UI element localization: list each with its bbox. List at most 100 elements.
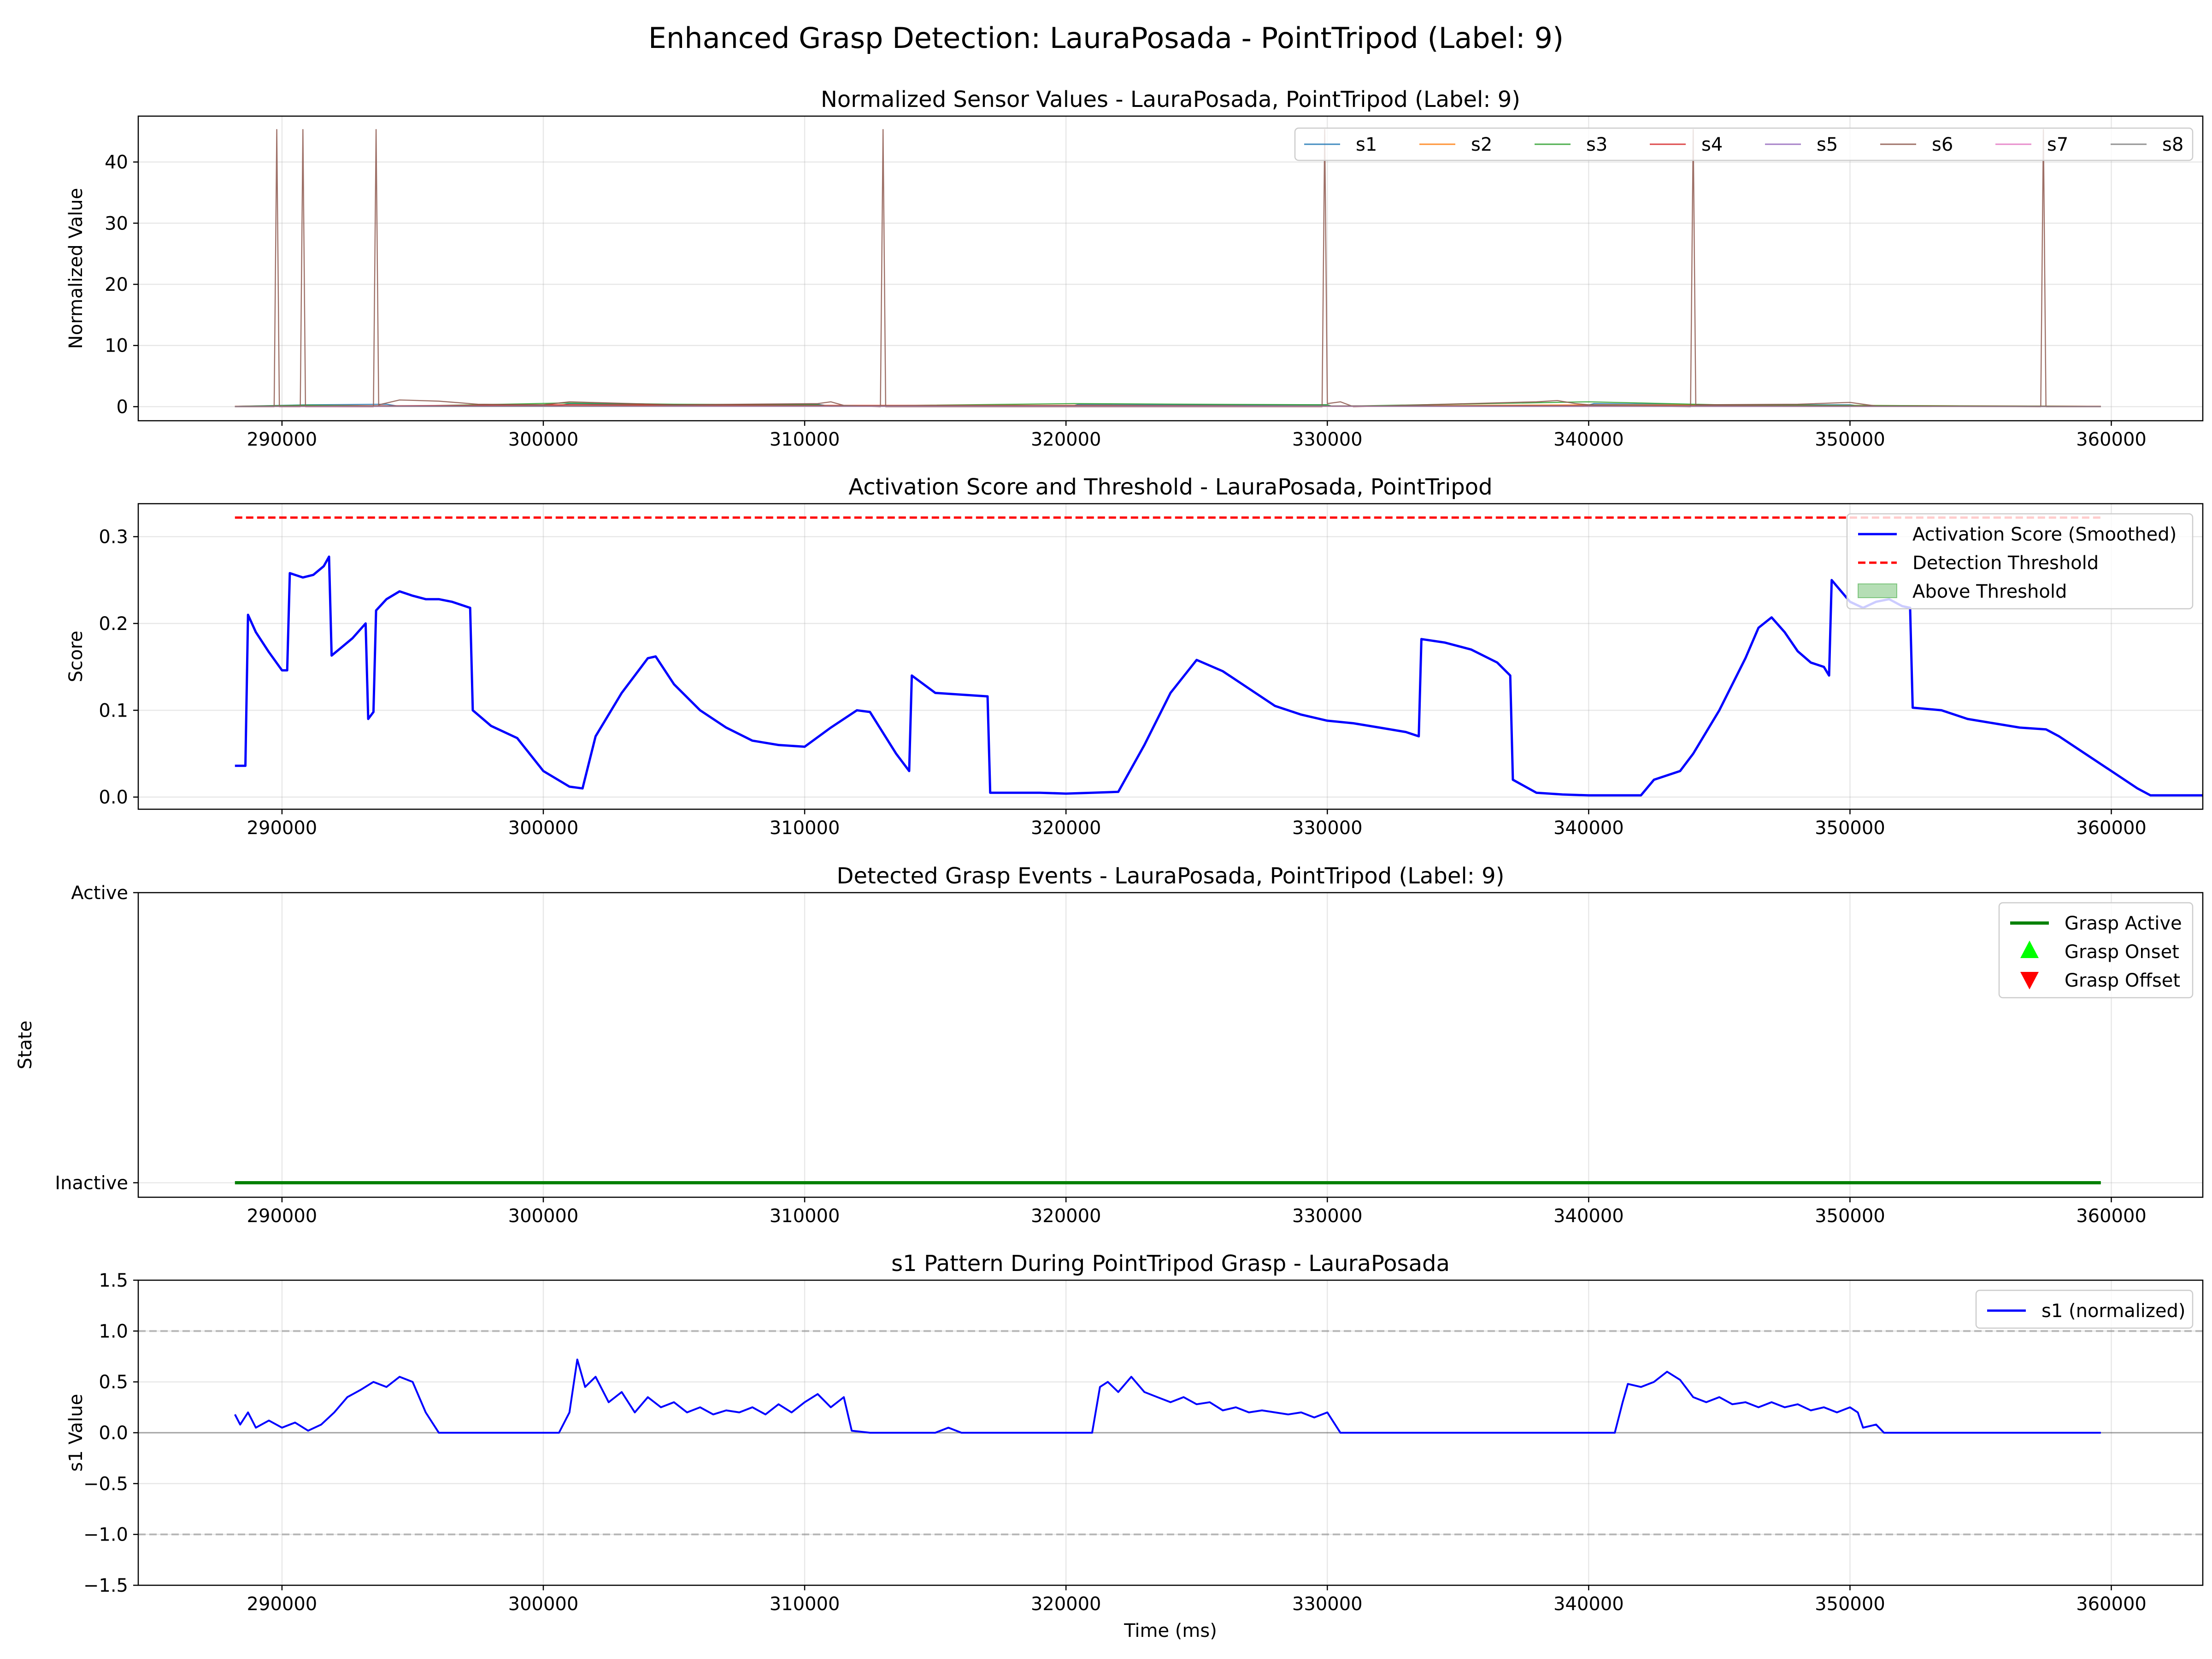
- legend-box: [1846, 513, 2194, 610]
- legend: Activation Score (Smoothed) Detection Thr…: [1846, 513, 2194, 610]
- x-tick-label: 350000: [1815, 429, 1885, 450]
- subplot-title: Detected Grasp Events - LauraPosada, Poi…: [837, 863, 1505, 889]
- y-tick-label: 0.3: [99, 527, 128, 548]
- legend-label: s1 (normalized): [2041, 1300, 2185, 1322]
- y-tick-label: 0.5: [99, 1372, 128, 1393]
- y-tick-label: −1.0: [83, 1524, 128, 1546]
- legend-label: Grasp Onset: [2065, 941, 2179, 963]
- legend-swatch-onset-marker: [2020, 941, 2039, 958]
- x-tick-label: 320000: [1031, 1206, 1101, 1227]
- legend-label: Grasp Offset: [2065, 970, 2180, 991]
- subplot-2: Activation Score and Threshold - LauraPo…: [65, 474, 2204, 839]
- axes-frame: [137, 503, 2204, 810]
- y-tick-label: 20: [105, 274, 128, 295]
- x-tick-label: 290000: [247, 818, 318, 839]
- legend-label-s6: s6: [1932, 134, 1953, 155]
- legend: s1 (normalized): [1975, 1289, 2194, 1329]
- x-tick-label: 340000: [1553, 1594, 1624, 1615]
- subplot-title: Activation Score and Threshold - LauraPo…: [848, 474, 1492, 500]
- x-tick-label: 320000: [1031, 1594, 1101, 1615]
- plot-area: [235, 129, 2101, 407]
- x-tick-label: 300000: [508, 818, 579, 839]
- subplot-1: Normalized Sensor Values - LauraPosada, …: [65, 87, 2204, 450]
- axes-frame: [137, 892, 2204, 1198]
- plot-area: [138, 1330, 2203, 1535]
- y-tick-label: 0.0: [99, 787, 128, 808]
- x-tick-label: 300000: [508, 1594, 579, 1615]
- axes-frame: [137, 115, 2204, 422]
- s1-normalized-line: [234, 1359, 2101, 1434]
- subplot-3: Detected Grasp Events - LauraPosada, Poi…: [15, 863, 2204, 1227]
- legend-swatch-above-threshold: [1858, 583, 1897, 598]
- y-tick-label: 30: [105, 213, 128, 234]
- y-tick-label: 10: [105, 335, 128, 357]
- legend: s1 s2 s3 s4 s5 s6 s7 s8: [1294, 127, 2194, 161]
- y-axis-label: State: [15, 1021, 36, 1070]
- x-tick-label: 320000: [1031, 429, 1101, 450]
- x-tick-label: 360000: [2076, 429, 2147, 450]
- y-tick-label: −0.5: [83, 1473, 128, 1494]
- x-tick-label: 330000: [1292, 1594, 1363, 1615]
- subplots-container: Normalized Sensor Values - LauraPosada, …: [15, 87, 2204, 1641]
- x-tick-label: 310000: [770, 1206, 840, 1227]
- legend-label-s5: s5: [1817, 134, 1838, 155]
- x-tick-label: 310000: [770, 818, 840, 839]
- y-tick-label: 1.5: [99, 1270, 128, 1291]
- x-tick-label: 330000: [1292, 818, 1363, 839]
- x-tick-label: 360000: [2076, 818, 2147, 839]
- y-tick-label: 0: [117, 396, 128, 418]
- y-tick-label: −1.5: [83, 1575, 128, 1596]
- legend-label: Above Threshold: [1912, 581, 2067, 602]
- x-tick-label: 360000: [2076, 1594, 2147, 1615]
- x-tick-label: 350000: [1815, 818, 1885, 839]
- legend-label: Detection Threshold: [1912, 553, 2099, 574]
- y-tick-label: 0.1: [99, 700, 128, 721]
- figure-title: Enhanced Grasp Detection: LauraPosada - …: [648, 21, 1564, 55]
- x-tick-label: 310000: [770, 1594, 840, 1615]
- x-tick-label: 330000: [1292, 429, 1363, 450]
- x-tick-label: 290000: [247, 1206, 318, 1227]
- plot-area: [235, 516, 2203, 797]
- activation-score-line: [235, 555, 2203, 797]
- x-tick-label: 300000: [508, 1206, 579, 1227]
- x-tick-label: 310000: [770, 429, 840, 450]
- y-tick-label: Active: [71, 882, 128, 904]
- x-tick-label: 290000: [247, 429, 318, 450]
- legend-label-s2: s2: [1471, 134, 1492, 155]
- legend-label-s1: s1: [1356, 134, 1377, 155]
- legend-label-s8: s8: [2162, 134, 2183, 155]
- subplot-title: s1 Pattern During PointTripod Grasp - La…: [891, 1251, 1450, 1277]
- legend-label-s3: s3: [1586, 134, 1607, 155]
- y-tick-label: 40: [105, 152, 128, 173]
- legend-box: [1975, 1289, 2194, 1329]
- x-tick-label: 350000: [1815, 1594, 1885, 1615]
- x-tick-label: 360000: [2076, 1206, 2147, 1227]
- subplot-title: Normalized Sensor Values - LauraPosada, …: [821, 87, 1520, 112]
- legend-label-s4: s4: [1701, 134, 1723, 155]
- legend-box: [1294, 127, 2194, 161]
- x-tick-label: 350000: [1815, 1206, 1885, 1227]
- legend-label: Grasp Active: [2065, 913, 2182, 934]
- legend-box: [1998, 902, 2194, 999]
- x-tick-label: 340000: [1553, 818, 1624, 839]
- axes-frame: [137, 1279, 2204, 1586]
- x-tick-label: 320000: [1031, 818, 1101, 839]
- x-axis-label: Time (ms): [1124, 1620, 1217, 1641]
- y-tick-label: 0.2: [99, 613, 128, 635]
- legend-label: Activation Score (Smoothed): [1912, 524, 2177, 545]
- y-axis-label: s1 Value: [65, 1394, 87, 1472]
- subplot-4: s1 Pattern During PointTripod Grasp - La…: [65, 1251, 2204, 1641]
- x-tick-label: 330000: [1292, 1206, 1363, 1227]
- series-line-s6: [235, 129, 2101, 407]
- y-tick-label: Inactive: [55, 1173, 128, 1194]
- legend: Grasp Active Grasp Onset Grasp Offset: [1998, 902, 2194, 999]
- y-axis-label: Normalized Value: [65, 188, 87, 349]
- x-tick-label: 340000: [1553, 429, 1624, 450]
- legend-label-s7: s7: [2047, 134, 2068, 155]
- x-tick-label: 290000: [247, 1594, 318, 1615]
- x-tick-label: 300000: [508, 429, 579, 450]
- x-tick-label: 340000: [1553, 1206, 1624, 1227]
- legend-swatch-offset-marker: [2020, 972, 2039, 989]
- y-tick-label: 1.0: [99, 1321, 128, 1342]
